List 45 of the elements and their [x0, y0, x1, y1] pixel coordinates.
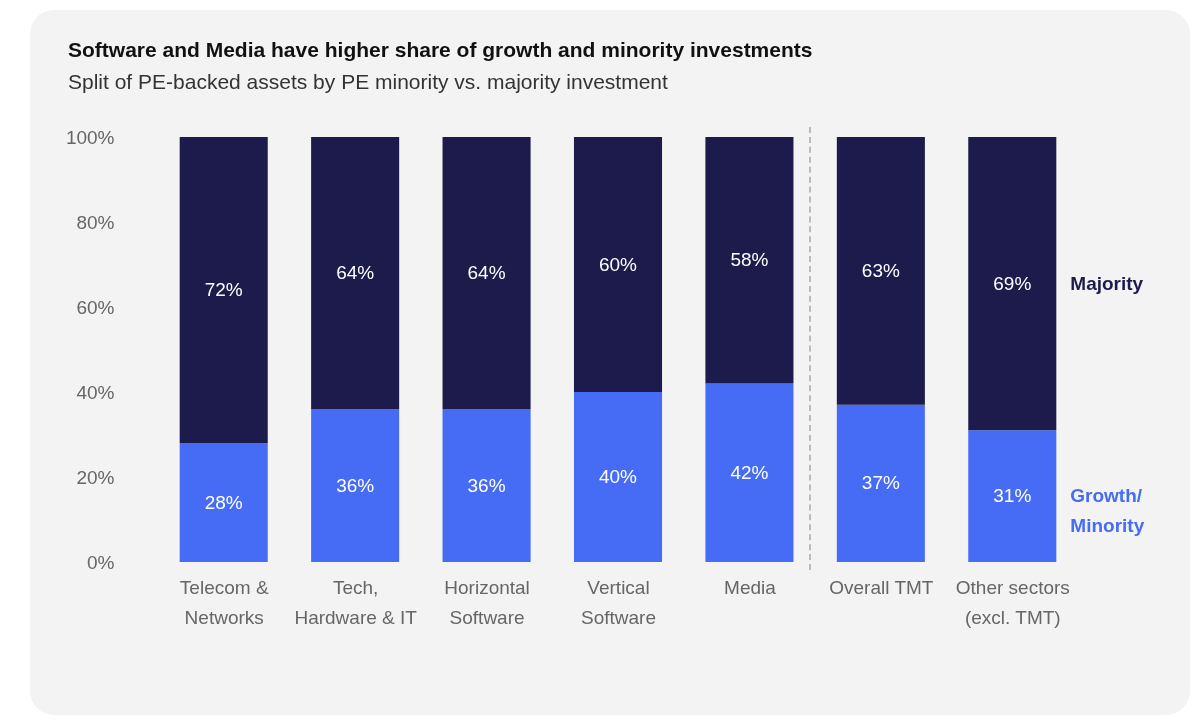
- chart-title: Software and Media have higher share of growth and minority investments: [68, 38, 813, 62]
- bar: [968, 137, 1057, 431]
- bar: [442, 409, 531, 562]
- y-tick-label: 100%: [65, 126, 115, 148]
- bar: [442, 137, 531, 409]
- x-tick-label: Vertical Software: [581, 576, 656, 628]
- data-label: 28%: [204, 491, 243, 513]
- data-label: 36%: [467, 474, 506, 496]
- data-label: 69%: [993, 272, 1032, 294]
- bar: [573, 392, 663, 562]
- bar: [311, 409, 400, 562]
- x-tick-label: Tech, Hardware & IT: [294, 576, 418, 628]
- bar: [179, 137, 268, 443]
- data-label: 40%: [598, 466, 638, 487]
- y-tick-label: 0%: [87, 551, 115, 573]
- y-tick-label: 20%: [76, 466, 115, 488]
- data-label: 36%: [336, 474, 375, 496]
- x-tick-label: Horizontal Software: [444, 576, 530, 628]
- data-label: 42%: [730, 461, 769, 483]
- bar: [705, 383, 794, 562]
- data-label: 31%: [993, 485, 1032, 507]
- bar: [836, 404, 925, 562]
- x-tick-label: Telecom & Networks: [179, 576, 269, 628]
- series-label: Majority: [1070, 272, 1144, 294]
- bar: [573, 137, 663, 392]
- chart-subtitle: Split of PE-backed assets by PE minority vs. majority investment: [68, 70, 669, 94]
- bar: [311, 137, 400, 409]
- x-tick-label: Overall TMT: [829, 576, 934, 598]
- data-label: 64%: [467, 262, 506, 283]
- x-tick-label: Other sectors (excl. TMT): [955, 576, 1070, 628]
- data-label: 37%: [861, 472, 900, 494]
- data-label: 72%: [204, 279, 243, 300]
- y-tick-label: 60%: [76, 296, 115, 318]
- data-label: 60%: [598, 253, 638, 275]
- bar: [836, 137, 925, 405]
- bar: [179, 443, 268, 562]
- y-tick-label: 80%: [76, 211, 115, 233]
- x-tick-label: Media: [724, 576, 777, 598]
- data-label: 63%: [861, 259, 900, 281]
- bar: [968, 430, 1057, 562]
- bar: [705, 137, 794, 384]
- y-tick-label: 40%: [76, 381, 115, 403]
- series-label: Growth/ Minority: [1070, 485, 1145, 537]
- data-label: 64%: [336, 262, 375, 283]
- data-label: 58%: [730, 249, 769, 271]
